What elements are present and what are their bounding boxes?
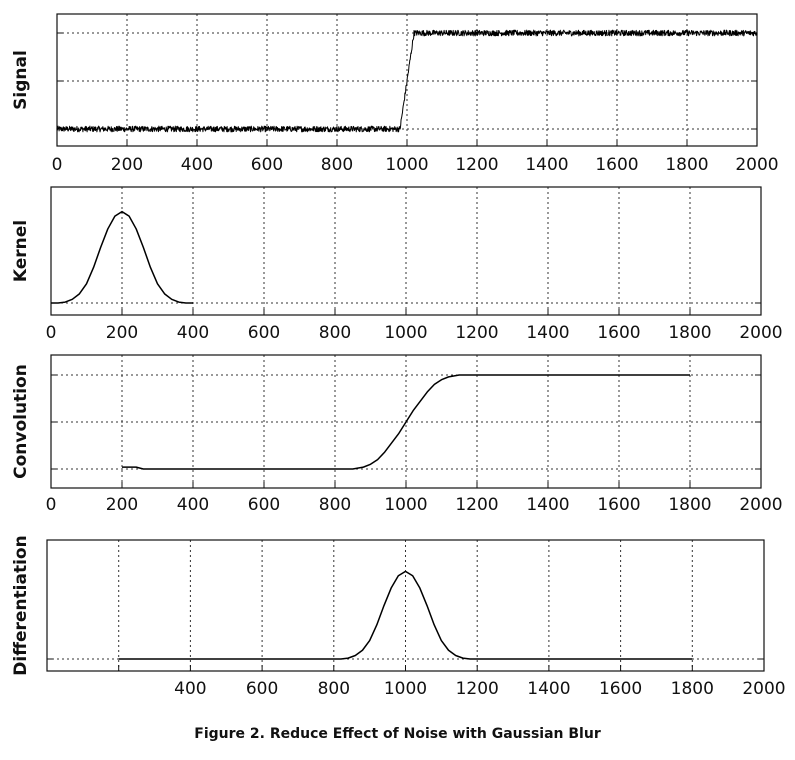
x-tick-label: 400 [174,679,206,699]
x-tick-label: 1800 [665,155,708,175]
x-tick-label: 200 [106,495,138,515]
series-line [118,570,693,660]
x-tick-label: 1400 [526,495,569,515]
x-tick-label: 800 [318,679,350,699]
subplot-2: 0 200 400 600 800 1000 1200 1400 1600 1800 2000 Ker… [11,186,783,343]
x-tick-label: 1800 [668,323,711,343]
x-tick-label: 1200 [455,323,498,343]
y-axis-label: Convolution [11,364,31,479]
x-tick-label: 800 [321,155,353,175]
x-tick-label: 600 [246,679,278,699]
x-tick-label: 1800 [671,679,714,699]
series-line [51,210,193,304]
x-tick-label: 0 [52,155,63,175]
series-line [122,374,690,470]
x-tick-label: 2000 [742,679,785,699]
subplot-1: 0 200 400 600 800 1000 1200 1400 1600 1800 2000 Sig… [11,13,779,175]
x-tick-label: 600 [248,495,280,515]
x-tick-label: 0 [46,495,57,515]
x-tick-label: 1600 [597,495,640,515]
series-line [56,29,758,133]
x-tick-label: 1200 [455,155,498,175]
axes-frame [50,186,762,316]
x-tick-label: 1000 [385,155,428,175]
x-tick-label: 400 [181,155,213,175]
figure-caption: Figure 2. Reduce Effect of Noise with Ga… [194,726,601,742]
y-axis-label: Kernel [11,220,31,282]
x-tick-label: 600 [248,323,280,343]
x-tick-label: 1400 [527,679,570,699]
x-tick-label: 1200 [456,679,499,699]
x-tick-label: 1200 [455,495,498,515]
x-tick-label: 1600 [597,323,640,343]
x-tick-label: 600 [251,155,283,175]
x-tick-label: 400 [177,495,209,515]
x-tick-label: 1400 [526,323,569,343]
x-tick-label: 0 [46,323,57,343]
y-axis-label: Differentiation [11,535,31,675]
x-tick-label: 1400 [525,155,568,175]
x-tick-label: 800 [319,495,351,515]
subplot-3: 0 200 400 600 800 1000 1200 1400 1600 1800 2000 Con… [11,354,783,515]
x-tick-label: 2000 [739,323,782,343]
x-tick-label: 1000 [384,323,427,343]
x-tick-label: 200 [106,323,138,343]
x-tick-label: 1600 [599,679,642,699]
x-tick-label: 1000 [384,495,427,515]
x-tick-label: 200 [111,155,143,175]
subplot-4: 400 600 800 1000 1200 1400 1600 1800 2000 Differe… [11,535,786,699]
x-tick-label: 800 [319,323,351,343]
x-tick-label: 400 [177,323,209,343]
x-tick-label: 1800 [668,495,711,515]
x-tick-label: 1000 [384,679,427,699]
y-axis-label: Signal [11,50,31,110]
x-tick-label: 1600 [595,155,638,175]
x-tick-label: 2000 [739,495,782,515]
x-tick-label: 2000 [735,155,778,175]
